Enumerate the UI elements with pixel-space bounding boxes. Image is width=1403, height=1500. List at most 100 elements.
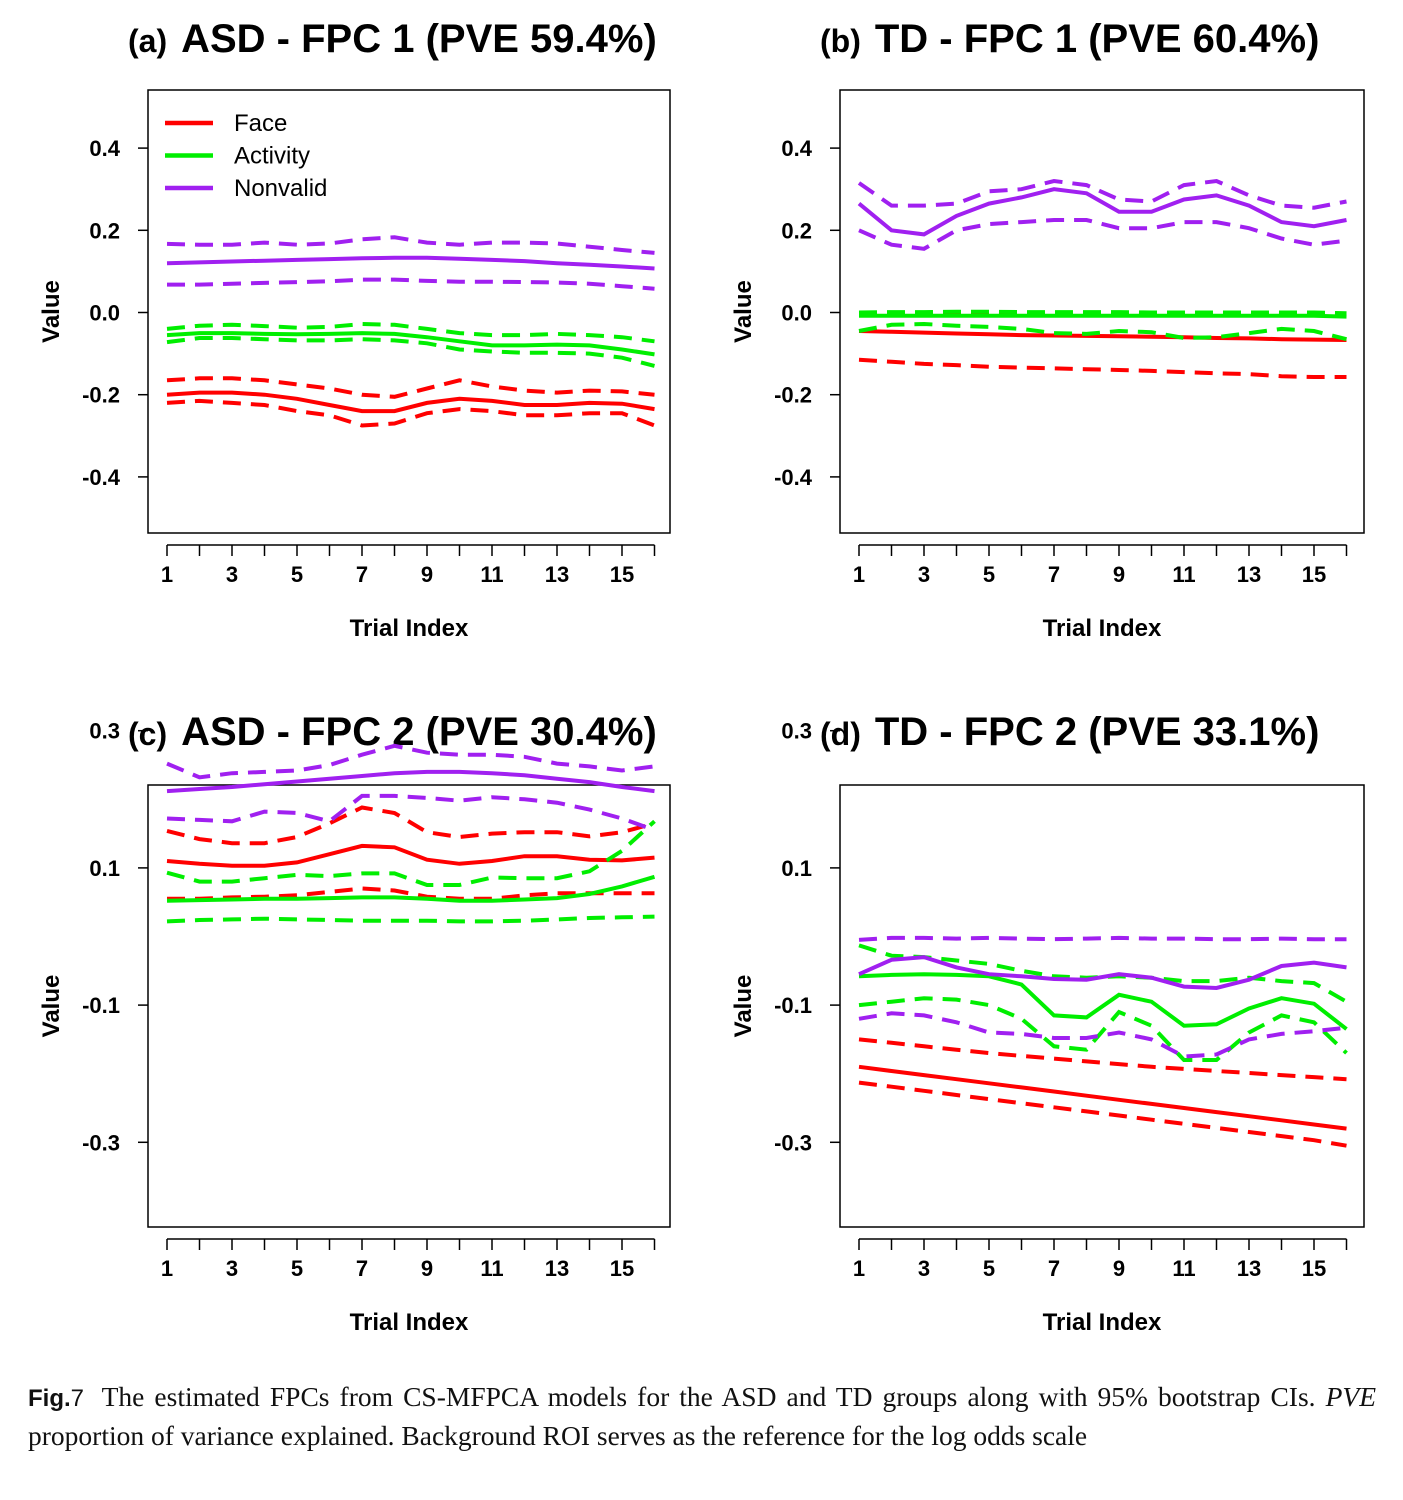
- x-tick-label: 5: [983, 1256, 995, 1281]
- x-tick-label: 13: [1237, 562, 1261, 587]
- series-face-lower-ci: [858, 357, 1347, 379]
- panel-title-text: ASD - FPC 2 (PVE 30.4%): [181, 710, 657, 754]
- y-tick-label: -0.2: [774, 383, 812, 408]
- x-tick-label: 1: [161, 1256, 173, 1281]
- series-activity-upper-ci: [166, 321, 655, 344]
- x-tick-label: 9: [1113, 562, 1125, 587]
- caption-number: 7: [70, 1385, 85, 1412]
- series-nonvalid-line: [858, 955, 1347, 991]
- chart-panel-3: (c) ASD - FPC 2 (PVE 30.4%) 0.3 0.1 -0.1 -0.3…: [38, 710, 671, 1336]
- panel-title-text: TD - FPC 1 (PVE 60.4%): [875, 17, 1320, 61]
- panel-label: (a): [128, 23, 167, 59]
- chart-panel-2: (b) TD - FPC 1 (PVE 60.4%) 0.4 0.2 0.0 -0.2 -0…: [730, 17, 1365, 642]
- x-tick-label: 7: [356, 562, 368, 587]
- y-axis-title: Value: [38, 975, 65, 1038]
- y-tick-label: -0.4: [774, 465, 813, 490]
- x-tick-label: 3: [226, 1256, 238, 1281]
- series-activity-lower-ci: [166, 336, 655, 368]
- x-tick-label: 3: [226, 562, 238, 587]
- x-tick-label: 11: [1172, 1256, 1195, 1281]
- panel-label: (d): [820, 716, 861, 752]
- x-tick-label: 1: [853, 1256, 865, 1281]
- x-tick-label: 11: [480, 1256, 503, 1281]
- y-tick-label: -0.3: [82, 1130, 120, 1155]
- caption-text-2: proportion of variance explained. Backgr…: [28, 1420, 1088, 1451]
- x-tick-label: 9: [421, 1256, 433, 1281]
- series-nonvalid-line: [166, 769, 655, 794]
- x-axis-title: Trial Index: [350, 1309, 469, 1336]
- x-tick-label: 13: [545, 562, 569, 587]
- x-tick-label: 15: [610, 1256, 634, 1281]
- series-nonvalid-upper-ci: [857, 178, 1347, 210]
- caption-label: Fig.: [28, 1385, 71, 1412]
- y-tick-label: 0.4: [781, 136, 812, 161]
- x-tick-label: 15: [610, 562, 634, 587]
- y-axis-title: Value: [730, 975, 757, 1038]
- panel-title-text: ASD - FPC 1 (PVE 59.4%): [181, 17, 657, 61]
- series-activity-line: [166, 874, 656, 903]
- x-tick-label: 15: [1302, 1256, 1326, 1281]
- series-nonvalid-line: [166, 255, 655, 271]
- series-face-line: [858, 329, 1347, 342]
- y-tick-label: -0.1: [82, 993, 120, 1018]
- panel-title: (d) TD - FPC 2 (PVE 33.1%): [820, 710, 1319, 754]
- panel-title: (a) ASD - FPC 1 (PVE 59.4%): [128, 17, 657, 61]
- legend-label-activity: Activity: [234, 143, 310, 170]
- figure: (a) ASD - FPC 1 (PVE 59.4%) 0.4 0.2 0.0 -0.2 -…: [38, 17, 1365, 1336]
- series-activity-line: [859, 313, 1347, 319]
- y-axis-title: Value: [730, 280, 757, 343]
- panel-label: (c): [128, 716, 167, 752]
- x-tick-label: 5: [291, 1256, 303, 1281]
- series-face-line: [166, 390, 655, 414]
- x-tick-label: 7: [356, 1256, 368, 1281]
- y-axis-title: Value: [38, 280, 65, 343]
- x-tick-label: 3: [918, 562, 930, 587]
- series-activity-upper-ci: [858, 309, 1347, 316]
- x-tick-label: 11: [1172, 562, 1195, 587]
- y-tick-label: 0.0: [781, 301, 812, 326]
- x-tick-label: 1: [853, 562, 865, 587]
- y-tick-label: -0.3: [774, 1130, 812, 1155]
- x-tick-label: 5: [983, 562, 995, 587]
- panel-title-text: TD - FPC 2 (PVE 33.1%): [875, 710, 1320, 754]
- x-tick-label: 9: [1113, 1256, 1125, 1281]
- x-tick-label: 5: [291, 562, 303, 587]
- series-activity-line: [858, 972, 1348, 1031]
- chart-panel-4: (d) TD - FPC 2 (PVE 33.1%) 0.3 0.1 -0.1 -0.3 1…: [730, 710, 1365, 1336]
- x-tick-label: 1: [161, 562, 173, 587]
- series-face-line: [858, 1064, 1347, 1131]
- x-tick-label: 9: [421, 562, 433, 587]
- x-tick-label: 7: [1048, 1256, 1060, 1281]
- caption-pve-abbrev: PVE: [1325, 1381, 1377, 1412]
- y-tick-label: 0.0: [89, 301, 120, 326]
- series-face-upper-ci: [166, 805, 656, 846]
- series-activity-line: [166, 331, 655, 357]
- x-axis-title: Trial Index: [1043, 615, 1162, 642]
- series-face-line: [166, 843, 655, 868]
- series-nonvalid-line: [857, 187, 1347, 237]
- panel-title: (b) TD - FPC 1 (PVE 60.4%): [820, 17, 1319, 61]
- caption-text-1: The estimated FPCs from CS-MFPCA models …: [101, 1381, 1316, 1412]
- x-tick-label: 11: [480, 562, 503, 587]
- x-tick-label: 15: [1302, 562, 1326, 587]
- series-nonvalid-upper-ci: [166, 743, 655, 780]
- series-nonvalid-lower-ci: [167, 277, 655, 291]
- x-tick-label: 7: [1048, 562, 1060, 587]
- legend: Face Activity Nonvalid: [165, 110, 327, 202]
- y-tick-label: -0.2: [82, 383, 120, 408]
- x-axis-title: Trial Index: [350, 615, 469, 642]
- chart-panel-1: (a) ASD - FPC 1 (PVE 59.4%) 0.4 0.2 0.0 -0.2 -…: [38, 17, 671, 642]
- y-tick-label: 0.4: [89, 136, 120, 161]
- y-tick-label: 0.3: [781, 719, 812, 744]
- series-face-lower-ci: [858, 1080, 1347, 1148]
- series-activity-lower-ci: [166, 914, 655, 924]
- plot-frame: [839, 784, 1365, 1228]
- y-tick-label: 0.1: [89, 856, 120, 881]
- y-tick-label: 0.2: [89, 218, 120, 243]
- series-activity-lower-ci: [858, 996, 1348, 1062]
- y-tick-label: -0.4: [82, 465, 121, 490]
- series-nonvalid-upper-ci: [858, 935, 1347, 942]
- series-face-lower-ci: [167, 886, 655, 901]
- series-nonvalid-lower-ci: [166, 793, 656, 833]
- plot-frame: [839, 89, 1365, 534]
